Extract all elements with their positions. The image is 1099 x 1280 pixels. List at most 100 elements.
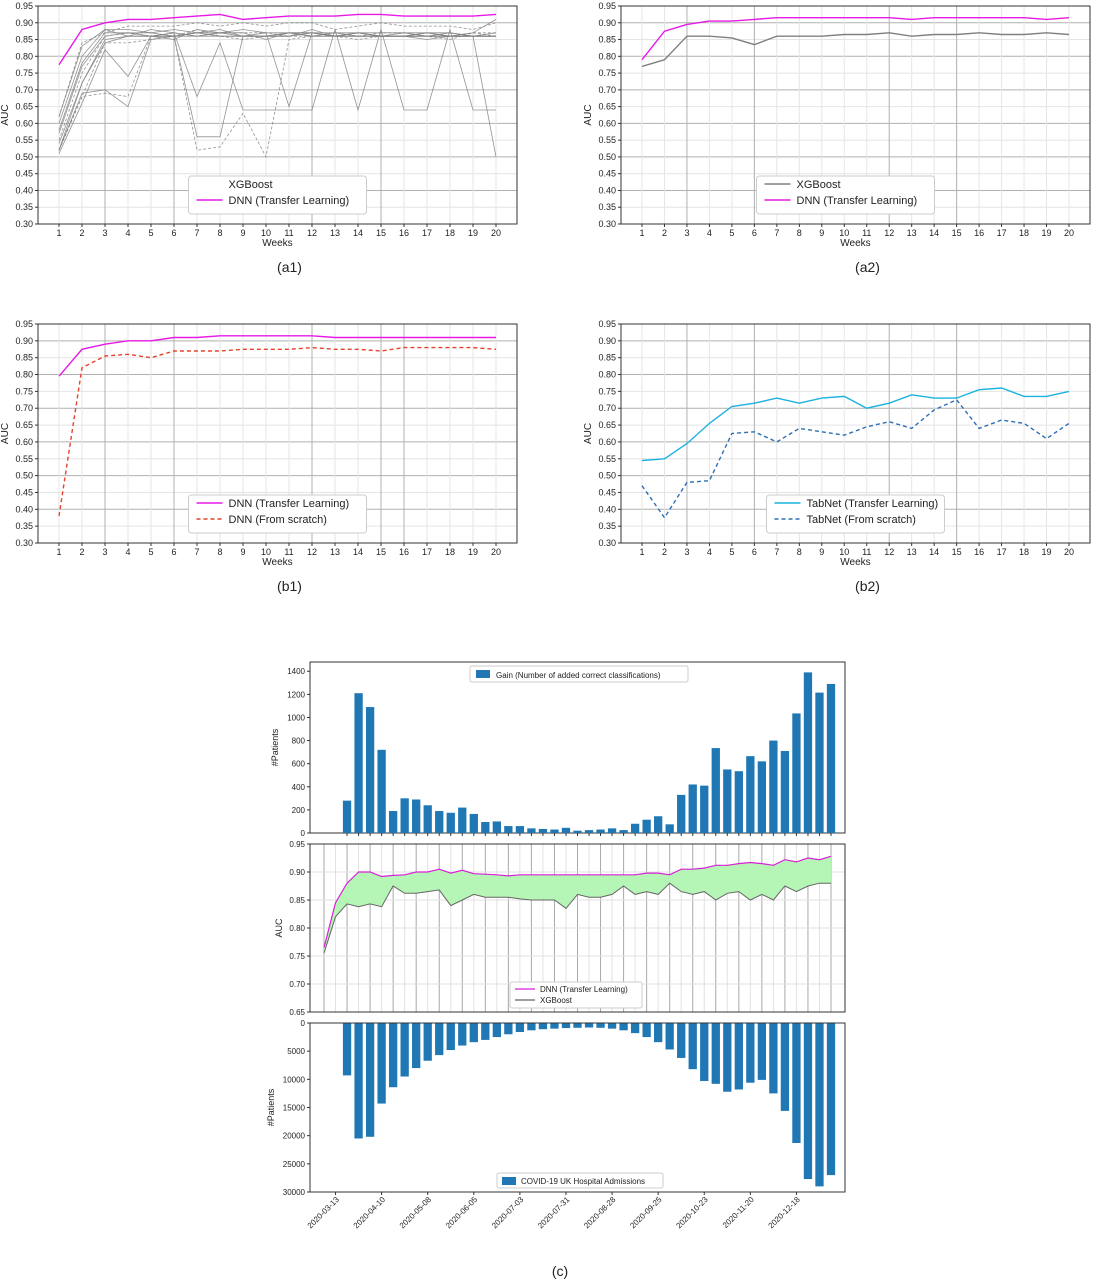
y-tick-label: 0.85 (289, 896, 305, 905)
x-tick-label: 9 (240, 228, 245, 238)
legend: COVID-19 UK Hospital Admissions (496, 1172, 664, 1189)
y-tick-label: 0.70 (598, 403, 616, 413)
legend-entry: TabNet (From scratch) (807, 514, 916, 526)
x-tick-label: 3 (102, 228, 107, 238)
x-tick-label: 10 (261, 228, 271, 238)
gain-bar (400, 798, 409, 833)
y-tick-label: 0.30 (598, 219, 616, 229)
series-line-xgboost-run (58, 32, 496, 131)
x-tick-label: 20 (1064, 228, 1074, 238)
x-tick-label: 14 (353, 228, 363, 238)
legend-box (496, 1172, 664, 1189)
x-tick-label: 12 (884, 547, 894, 557)
chart-panel-b2: 0.30 0.35 0.40 0.45 0.50 0.55 0.60 0.65 0.70 0.75… (583, 319, 1091, 594)
y-tick-label: 0.55 (598, 454, 616, 464)
admissions-bar (792, 1023, 801, 1143)
admissions-bar (481, 1023, 490, 1040)
x-tick-label: 6 (171, 547, 176, 557)
gain-bar (354, 693, 363, 833)
x-axis-label: Weeks (262, 238, 292, 249)
y-tick-label: 0.90 (15, 18, 33, 28)
legend-entry: XGBoost (229, 179, 273, 191)
y-tick-label: 0.40 (15, 185, 33, 195)
admissions-bar (527, 1023, 536, 1031)
gain-bar (677, 794, 686, 833)
admissions-bar (677, 1023, 686, 1058)
x-tick-label: 16 (974, 547, 984, 557)
admissions-bar (665, 1023, 674, 1050)
gain-bar (458, 807, 467, 833)
plot-frame (620, 5, 1091, 225)
admissions-bar (584, 1023, 594, 1028)
x-tick-label: 12 (307, 228, 317, 238)
gain-bar (446, 812, 455, 833)
x-tick-label: 13 (330, 228, 340, 238)
x-tick-label: 6 (752, 547, 757, 557)
y-tick-label: 0.90 (598, 18, 616, 28)
chart-panel-a2: 0.30 0.35 0.40 0.45 0.50 0.55 0.60 0.65 0.70 0.75… (583, 1, 1091, 275)
admissions-bar (377, 1023, 386, 1104)
x-tick-label: 3 (684, 228, 689, 238)
y-axis-label: AUC (274, 918, 284, 938)
x-tick-label: 2 (79, 228, 84, 238)
admissions-bar (711, 1023, 720, 1084)
gain-bar (492, 821, 501, 833)
y-tick-label: 0.60 (15, 437, 33, 447)
y-tick-label: 0.30 (598, 538, 616, 548)
x-tick-label: 15 (376, 547, 386, 557)
y-tick-label: 0.95 (15, 1, 33, 11)
y-tick-label: 0.70 (15, 403, 33, 413)
x-tick-label: 20 (491, 228, 501, 238)
x-tick-label: 14 (353, 547, 363, 557)
x-tick-label: 18 (1019, 547, 1029, 557)
gain-bar (630, 823, 640, 833)
legend-swatch (476, 670, 490, 678)
series-line-line (641, 17, 1070, 61)
admissions-bar (757, 1023, 767, 1080)
x-tick-label: 17 (422, 547, 432, 557)
y-tick-label: 0.80 (15, 51, 33, 61)
series-line-dnn (323, 855, 832, 948)
gain-bar (388, 811, 398, 833)
series-line-xgboost-run (58, 32, 496, 159)
panel-caption: (b1) (277, 578, 302, 594)
y-tick-label: 200 (292, 806, 306, 815)
gain-bar (757, 761, 767, 833)
gain-bar (619, 830, 628, 833)
x-tick-label: 12 (307, 547, 317, 557)
y-tick-label: 0.90 (289, 868, 305, 877)
x-tick-label: 1 (56, 547, 61, 557)
admissions-bar (550, 1023, 559, 1029)
y-tick-label: 0.70 (15, 85, 33, 95)
y-tick-label: 0.60 (15, 118, 33, 128)
x-tick-label: 10 (839, 547, 849, 557)
legend: Gain (Number of added correct classifica… (469, 665, 689, 683)
x-tick-label: 2020-03-13 (306, 1195, 342, 1231)
y-tick-label: 800 (292, 737, 306, 746)
x-tick-label: 19 (468, 547, 478, 557)
admissions-bar (700, 1023, 709, 1082)
x-tick-label: 17 (997, 547, 1007, 557)
admissions-bar (596, 1023, 605, 1028)
x-tick-label: 18 (1019, 228, 1029, 238)
x-tick-label: 18 (445, 547, 455, 557)
admissions-bar (342, 1023, 352, 1076)
plot-frame (620, 323, 1091, 544)
legend-box (509, 981, 643, 1009)
x-tick-label: 5 (729, 547, 734, 557)
legend-box (188, 175, 367, 215)
legend: DNN (Transfer Learning) XGBoost (509, 981, 643, 1009)
series-line-line (641, 32, 1070, 68)
x-tick-label: 18 (445, 228, 455, 238)
y-tick-label: 0.45 (15, 487, 33, 497)
x-tick-label: 13 (907, 547, 917, 557)
y-axis-label: AUC (0, 104, 11, 125)
gain-bar (746, 756, 755, 833)
y-axis-label: #Patients (270, 728, 280, 766)
x-tick-label: 7 (194, 228, 199, 238)
gain-bar (711, 748, 720, 833)
gain-bar (515, 826, 525, 833)
legend-entry: DNN (Transfer Learning) (229, 498, 350, 510)
y-tick-label: 0.75 (289, 952, 305, 961)
x-tick-label: 6 (171, 228, 176, 238)
